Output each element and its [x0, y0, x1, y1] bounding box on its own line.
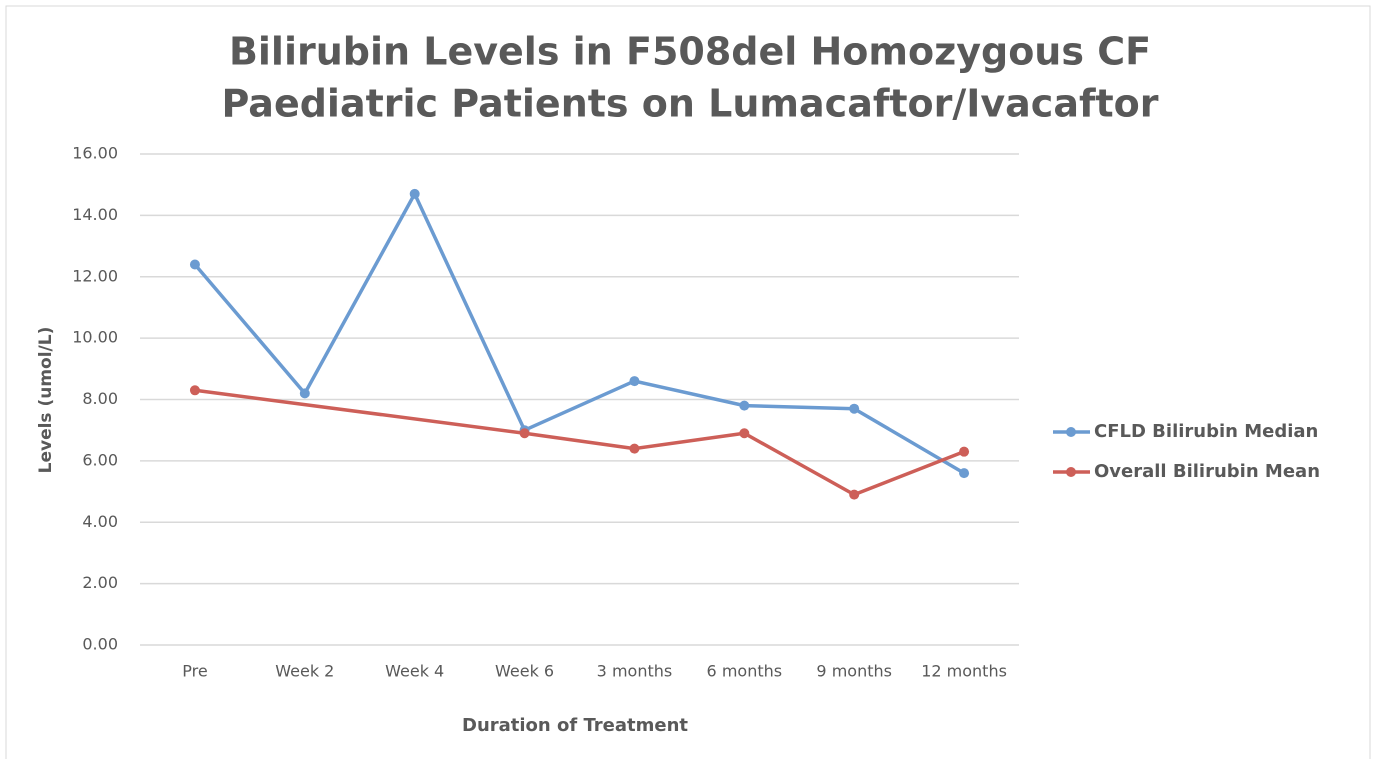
data-point	[189, 385, 200, 396]
x-tick-label: Week 6	[495, 662, 554, 681]
legend-marker	[1066, 467, 1076, 477]
data-point	[959, 446, 970, 457]
legend-label: CFLD Bilirubin Median	[1094, 421, 1318, 442]
data-point	[739, 400, 750, 411]
legend-marker	[1066, 427, 1076, 437]
series-line	[194, 388, 965, 497]
data-point	[849, 489, 860, 500]
x-tick-label: Week 4	[385, 662, 444, 681]
y-tick-label: 6.00	[82, 450, 118, 469]
data-point	[189, 259, 200, 270]
data-point	[299, 388, 310, 399]
y-tick-label: 10.00	[72, 328, 118, 347]
x-tick-label: 6 months	[707, 662, 783, 681]
y-axis-title: Levels (umol/L)	[36, 327, 56, 474]
data-point	[849, 403, 860, 414]
x-tick-label: 9 months	[816, 662, 892, 681]
chart-title: Bilirubin Levels in F508del Homozygous C…	[229, 30, 1151, 74]
data-point	[409, 188, 420, 199]
y-tick-label: 16.00	[72, 144, 118, 163]
x-tick-label: Week 2	[275, 662, 334, 681]
x-axis-title: Duration of Treatment	[462, 715, 688, 736]
chart-border	[5, 5, 1371, 759]
x-tick-label: 12 months	[921, 662, 1007, 681]
chart-title: Paediatric Patients on Lumacaftor/Ivacaf…	[221, 82, 1158, 126]
legend-label: Overall Bilirubin Mean	[1094, 461, 1320, 482]
data-point	[519, 428, 530, 439]
x-tick-label: Pre	[182, 662, 207, 681]
y-tick-label: 0.00	[82, 635, 118, 654]
y-tick-label: 8.00	[82, 389, 118, 408]
y-tick-label: 14.00	[72, 205, 118, 224]
data-point	[959, 468, 970, 479]
series-line	[193, 192, 965, 475]
data-point	[629, 443, 640, 454]
data-point	[629, 376, 640, 387]
y-tick-label: 12.00	[72, 266, 118, 285]
data-point	[739, 428, 750, 439]
x-tick-label: 3 months	[597, 662, 673, 681]
y-tick-label: 2.00	[82, 573, 118, 592]
y-tick-label: 4.00	[82, 512, 118, 531]
